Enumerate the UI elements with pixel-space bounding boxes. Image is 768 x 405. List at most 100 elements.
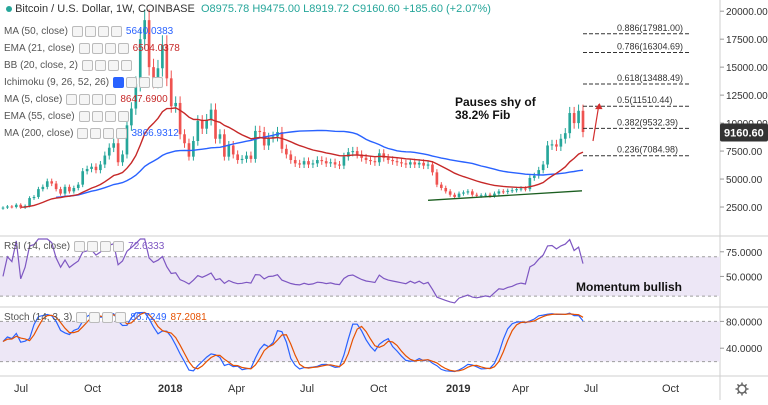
candle-body [28,198,31,206]
more-icon[interactable] [117,111,129,122]
more-icon[interactable] [115,312,127,323]
candle-body [462,192,465,194]
settings-icon[interactable] [84,26,96,37]
settings-icon[interactable] [79,94,91,105]
candle-body [568,113,572,134]
candle-body [347,152,350,157]
eye-icon[interactable] [77,128,89,139]
close-icon[interactable] [92,94,104,105]
x-tick-label: Apr [512,383,529,395]
rsi-label: RSI (14, close) [4,241,71,252]
candle-body [404,163,408,165]
candle-body [72,188,76,192]
candle-body [360,154,363,158]
eye-icon[interactable] [71,26,83,37]
candle-body [382,153,386,158]
settings-icon[interactable] [91,43,103,54]
candle-body [134,83,138,109]
close-icon[interactable] [102,312,114,323]
candle-body [178,102,182,135]
close-icon[interactable] [107,60,119,71]
candle-body [475,194,479,196]
eye-icon[interactable] [78,111,90,122]
indicator-legend-bb[interactable]: BB (20, close, 2) [4,60,132,71]
indicator-legend-ma50[interactable]: MA (50, close) 5640.0383 [4,26,173,37]
more-icon[interactable] [120,60,132,71]
indicator-legend-ema55[interactable]: EMA (55, close) [4,111,129,122]
gear-tooth [744,391,748,395]
y-tick-label: 7500.00 [726,147,763,158]
candle-body [99,164,102,171]
eye-icon[interactable] [81,60,93,71]
indicator-label: MA (5, close) [4,94,63,105]
indicator-label: MA (50, close) [4,26,68,37]
eye-icon[interactable] [113,77,125,88]
candle-body [329,162,332,164]
candle-body [524,188,527,190]
more-icon[interactable] [113,241,125,252]
more-icon[interactable] [116,128,128,139]
indicator-legend-ichimoku[interactable]: Ichimoku (9, 26, 52, 26) [4,77,164,88]
indicator-legend-ma200[interactable]: MA (200, close) 3866.9312 [4,128,179,139]
gear-icon[interactable] [735,382,749,396]
stoch-d-value: 87.2081 [170,312,207,323]
candle-body [59,189,62,194]
candle-body [63,186,67,194]
trendline [427,190,583,201]
candle-body [19,204,23,208]
candle-body [1,207,5,209]
candle-body [116,143,120,163]
candle-body [479,195,483,197]
indicator-legend-ema21[interactable]: EMA (21, close) 6504.0378 [4,43,180,54]
candle-body [439,184,443,188]
close-icon[interactable] [100,241,112,252]
indicator-label: EMA (21, close) [4,43,75,54]
eye-icon[interactable] [76,312,88,323]
candle-body [453,194,456,197]
candle-body [572,113,576,124]
close-icon[interactable] [97,26,109,37]
settings-icon[interactable] [94,60,106,71]
close-icon[interactable] [103,128,115,139]
close-icon[interactable] [104,111,116,122]
settings-icon[interactable] [87,241,99,252]
x-tick-label: 2019 [446,383,470,395]
candle-body [37,189,40,197]
close-icon[interactable] [139,77,151,88]
more-icon[interactable] [105,94,117,105]
candle-body [112,143,116,148]
eye-icon[interactable] [74,241,86,252]
indicator-value: 3866.9312 [131,128,179,139]
symbol-name[interactable]: Bitcoin / U.S. Dollar [15,3,110,15]
interval[interactable]: 1W [115,3,132,15]
open-value: O8975.78 [200,3,250,15]
rsi-legend[interactable]: RSI (14, close) 72.6333 [4,241,164,252]
settings-icon[interactable] [91,111,103,122]
more-icon[interactable] [117,43,129,54]
candle-body [563,133,567,139]
settings-icon[interactable] [90,128,102,139]
eye-icon[interactable] [78,43,90,54]
candle-body [130,108,133,126]
candle-body [227,145,231,157]
eye-icon[interactable] [66,94,78,105]
candle-body [577,110,580,124]
settings-icon[interactable] [126,77,138,88]
close-icon[interactable] [104,43,116,54]
candle-body [14,204,18,208]
more-icon[interactable] [152,77,164,88]
candle-body [506,190,510,192]
candle-body [497,191,501,194]
candle-body [409,162,412,165]
candle-body [515,189,518,191]
candle-body [192,141,195,157]
more-icon[interactable] [110,26,122,37]
settings-icon[interactable] [89,312,101,323]
change-value: +185.60 (+2.07%) [402,3,491,15]
stoch-legend[interactable]: Stoch (14, 3, 3) 86.7249 87.2081 [4,312,207,323]
indicator-legend-ma5[interactable]: MA (5, close) 8647.6900 [4,94,168,105]
candle-body [249,155,253,159]
candle-body [444,188,448,192]
candle-body [555,144,558,147]
